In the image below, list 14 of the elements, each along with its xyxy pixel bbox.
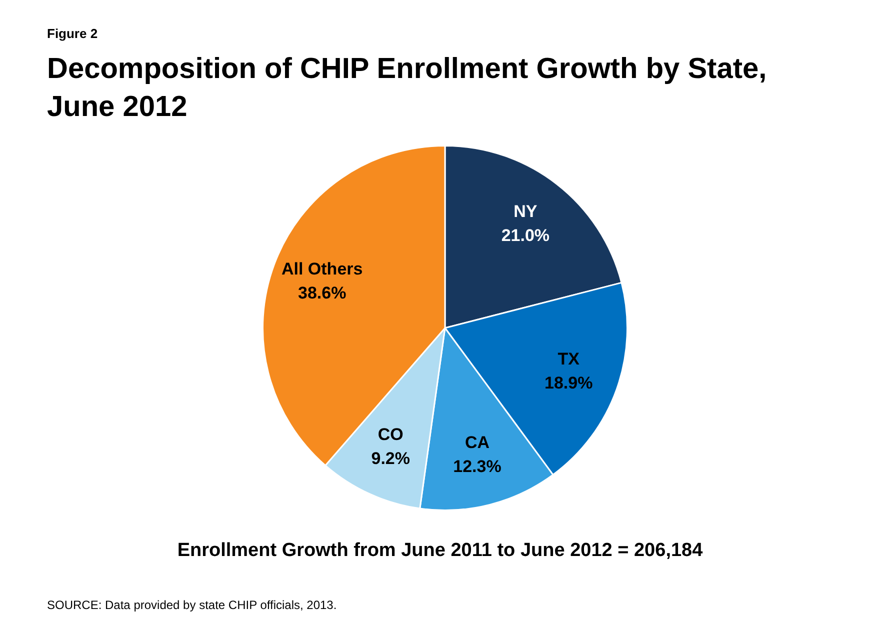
data-label: 9.2%	[371, 449, 410, 468]
data-label: 18.9%	[544, 374, 593, 393]
caption: Figure 2	[47, 26, 98, 41]
slice-label: NY	[514, 202, 538, 222]
slice-label: CO	[378, 425, 404, 444]
slice-label: TX	[558, 350, 580, 369]
source-note: SOURCE: Data provided by state CHIP officials, 2013.	[47, 597, 338, 614]
data-label: 21.0%	[501, 226, 550, 246]
slice-label: CA	[464, 432, 490, 452]
data-label: 12.3%	[453, 456, 502, 476]
data-label: 38.6%	[298, 284, 346, 303]
slice-label: All Others	[281, 260, 363, 279]
chart-title: Decomposition of CHIP Enrollment Growth by State, June 2012	[47, 52, 768, 125]
text: Enrollment Growth from June 2011 to June 2012 = 206,184	[176, 540, 704, 562]
